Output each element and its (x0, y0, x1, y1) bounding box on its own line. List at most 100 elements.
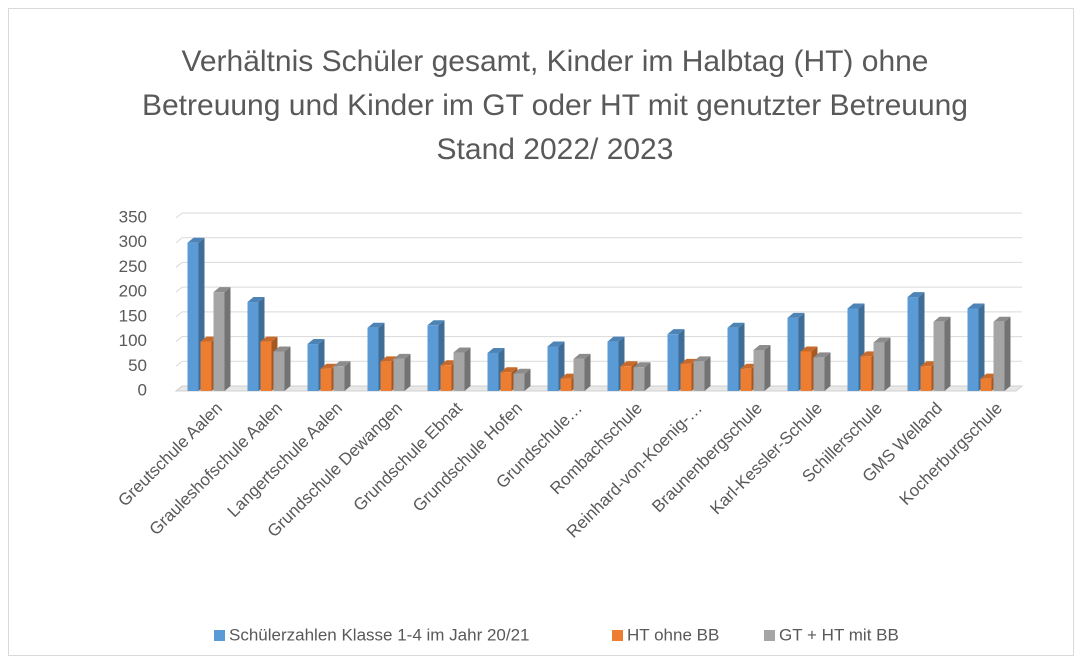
bar-side (884, 337, 891, 391)
chart-title: Verhältnis Schüler gesamt, Kinder im Hal… (141, 45, 968, 166)
bar-top (860, 351, 878, 357)
bar (260, 341, 272, 391)
bar-top (453, 347, 471, 353)
bar-top (440, 360, 458, 366)
bar (273, 351, 285, 391)
bar-top (547, 341, 565, 347)
bar-top (967, 303, 985, 309)
bar (513, 373, 525, 391)
bar (427, 325, 439, 391)
x-tick-label: Grundschule Hofen (409, 399, 526, 516)
bar-top (333, 361, 351, 367)
bar (787, 317, 799, 391)
bar-side (524, 368, 531, 391)
bar (680, 363, 692, 391)
bar-top (787, 312, 805, 318)
bar-top (920, 361, 938, 367)
y-tick-label: 100 (119, 331, 147, 350)
bar (307, 344, 319, 391)
bar-top (993, 316, 1011, 322)
bar (753, 349, 765, 391)
bar (727, 327, 739, 391)
bar-top (273, 346, 291, 352)
x-tick-label: Braunenbergschule (648, 399, 766, 517)
bar-top (667, 329, 685, 335)
bar (200, 341, 212, 391)
bar-top (487, 347, 505, 353)
bar-side (344, 361, 351, 391)
y-tick-label: 50 (128, 356, 147, 375)
bar (993, 321, 1005, 391)
bar-top (933, 316, 951, 322)
bar-side (704, 356, 711, 391)
grid-line-depth (175, 212, 183, 219)
bar-top (560, 373, 578, 379)
bar-side (284, 346, 291, 391)
bar-top (260, 336, 278, 342)
bar (440, 365, 452, 391)
y-tick-label: 250 (119, 257, 147, 276)
bar-top (693, 356, 711, 362)
bar-top (740, 363, 758, 369)
bar-top (847, 303, 865, 309)
bar (920, 366, 932, 391)
bar (860, 356, 872, 391)
bar (573, 358, 585, 391)
grid-line-depth (175, 262, 183, 268)
x-tick-label: Karl-Kessler-Schule (706, 399, 826, 519)
bar (847, 308, 859, 391)
bar (500, 372, 512, 391)
bar (667, 334, 679, 391)
bar-top (393, 353, 411, 359)
bar (333, 366, 345, 391)
bar (487, 352, 499, 391)
bar (547, 346, 559, 391)
bar (247, 302, 259, 391)
bar-top (187, 237, 205, 243)
grid-line-depth (175, 286, 183, 293)
bar-top (307, 339, 325, 345)
bar-top (800, 346, 818, 352)
bar-top (907, 292, 925, 298)
bar (813, 357, 825, 391)
legend-label: Schülerzahlen Klasse 1-4 im Jahr 20/21 (229, 625, 530, 644)
bar-top (680, 358, 698, 364)
bar-top (753, 344, 771, 350)
x-tick-label: Grundschule Ebnat (350, 398, 467, 515)
y-tick-label: 300 (119, 232, 147, 251)
bar-top (320, 363, 338, 369)
grid-line-depth (175, 237, 183, 244)
legend-swatch (612, 630, 623, 641)
bar-top (500, 367, 518, 373)
legend-label: HT ohne BB (627, 625, 719, 644)
bar-side (224, 287, 231, 391)
bar-top (513, 368, 531, 374)
bar-top (213, 287, 231, 293)
x-tick-label: Greutschule Aalen (114, 399, 226, 511)
bar (393, 358, 405, 391)
bar (800, 351, 812, 391)
bar (740, 368, 752, 391)
bar (693, 361, 705, 391)
bar-side (1004, 316, 1011, 391)
bar (967, 308, 979, 391)
bar-top (633, 362, 651, 368)
bar-side (824, 352, 831, 391)
bar-side (944, 316, 951, 391)
bar-top (367, 322, 385, 328)
bar-top (873, 337, 891, 343)
bar-side (464, 347, 471, 391)
y-tick-label: 350 (119, 207, 147, 226)
bar-top (980, 373, 998, 379)
bar-side (764, 344, 771, 391)
bar-side (404, 353, 411, 391)
bar (633, 367, 645, 391)
bar (980, 378, 992, 391)
bar (620, 366, 632, 391)
bar-side (978, 303, 985, 391)
bar (213, 292, 225, 391)
bar-top (727, 322, 745, 328)
x-tick-label: Langertschule Aalen (224, 399, 346, 521)
